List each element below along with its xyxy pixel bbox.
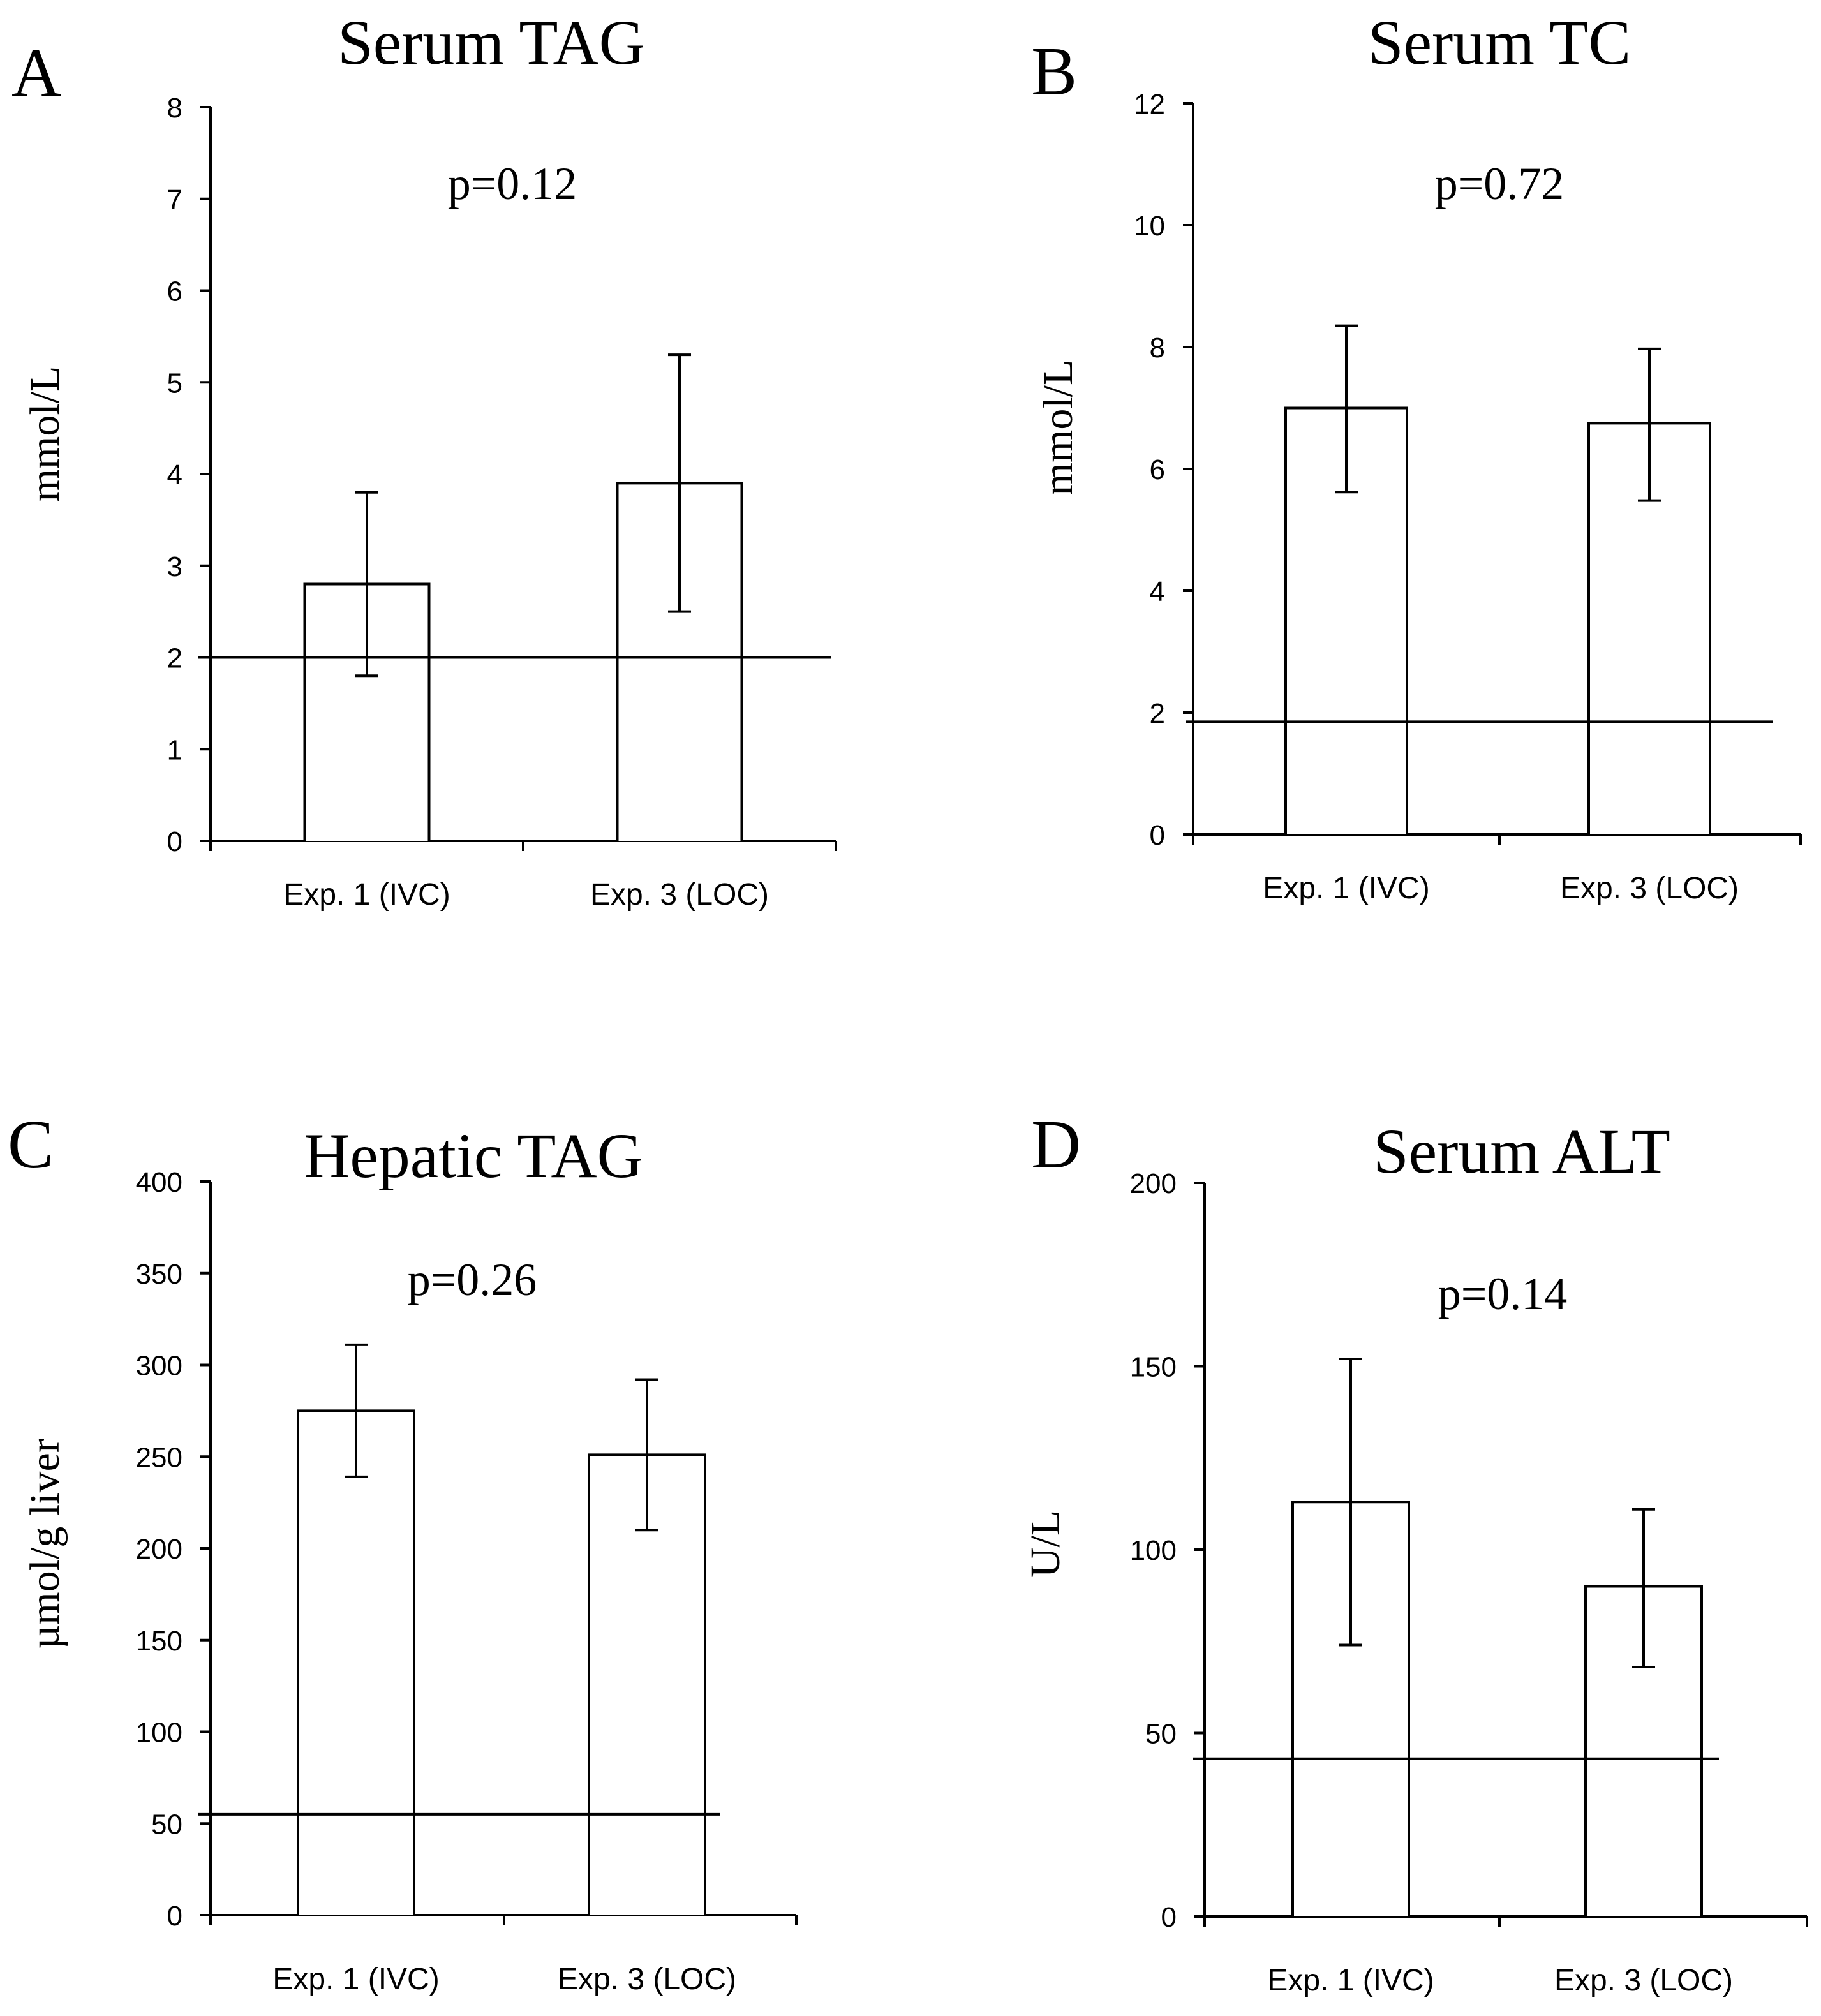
x-category-label: Exp. 3 (LOC) [590, 878, 769, 912]
y-tick-label: 300 [136, 1351, 182, 1382]
y-tick-label: 0 [167, 1901, 182, 1932]
x-category-label: Exp. 1 (IVC) [1267, 1964, 1434, 1997]
y-tick-label: 2 [1150, 698, 1165, 729]
p-value-annotation: p=0.72 [1435, 158, 1565, 209]
x-category-label: Exp. 1 (IVC) [283, 878, 450, 912]
y-tick-label: 8 [1150, 332, 1165, 364]
x-category-label: Exp. 1 (IVC) [1263, 871, 1429, 905]
y-axis-label: mmol/L [22, 366, 68, 502]
y-tick-label: 6 [1150, 454, 1165, 485]
y-tick-label: 12 [1134, 89, 1165, 120]
chart-title: Serum TAG [338, 7, 645, 78]
y-tick-label: 0 [1161, 1902, 1177, 1933]
panel-a: A Serum TAG p=0.12 mmol/L 0 1 2 3 4 5 6 7 8 Exp. 1 (I… [11, 7, 837, 912]
panel-b: B Serum TC p=0.72 mmol/L 0 2 4 6 8 10 12 Exp. 1 (IV… [1031, 7, 1802, 905]
y-tick-label: 50 [151, 1809, 182, 1840]
y-tick-label: 400 [136, 1167, 182, 1198]
y-tick-label: 6 [167, 276, 182, 308]
p-value-annotation: p=0.26 [408, 1254, 537, 1305]
panel-label: C [8, 1107, 54, 1183]
y-tick-label: 150 [1130, 1352, 1177, 1383]
y-tick-label: 4 [167, 459, 182, 491]
chart-title: Hepatic TAG [304, 1120, 643, 1191]
panel-label: D [1031, 1107, 1081, 1183]
y-axis-label: mmol/L [1035, 360, 1081, 496]
y-tick-label: 2 [167, 643, 182, 674]
y-tick-label: 100 [1130, 1535, 1177, 1566]
y-axis-label: U/L [1022, 1510, 1069, 1578]
x-category-label: Exp. 1 (IVC) [272, 1962, 439, 1996]
y-tick-label: 200 [1130, 1168, 1177, 1199]
y-tick-label: 250 [136, 1442, 182, 1473]
x-category-label: Exp. 3 (LOC) [1554, 1964, 1733, 1997]
y-tick-label: 1 [167, 734, 182, 766]
panel-c: C Hepatic TAG p=0.26 µmol/g liver 0 50 100 150 2… [8, 1107, 798, 1996]
panel-d: D Serum ALT p=0.14 U/L 0 50 100 150 200 Exp. 1 (I… [1022, 1107, 1808, 1997]
p-value-annotation: p=0.12 [448, 158, 577, 209]
y-tick-label: 10 [1134, 211, 1165, 242]
y-tick-label: 0 [1150, 820, 1165, 851]
x-category-label: Exp. 3 (LOC) [1560, 871, 1739, 905]
bar-exp1-ivc [297, 1409, 415, 1915]
y-tick-label: 50 [1145, 1719, 1177, 1750]
x-category-label: Exp. 3 (LOC) [558, 1962, 736, 1996]
y-tick-label: 200 [136, 1534, 182, 1565]
y-tick-label: 4 [1150, 576, 1165, 607]
y-tick-label: 150 [136, 1626, 182, 1657]
panel-label: A [11, 35, 61, 111]
y-tick-label: 5 [167, 367, 182, 399]
chart-title: Serum TC [1368, 7, 1631, 78]
chart-title: Serum ALT [1373, 1116, 1670, 1187]
y-tick-label: 350 [136, 1259, 182, 1290]
panel-label: B [1031, 34, 1077, 110]
y-tick-label: 7 [167, 184, 182, 216]
y-axis-label: µmol/g liver [22, 1439, 68, 1649]
p-value-annotation: p=0.14 [1438, 1268, 1568, 1319]
y-tick-label: 8 [167, 93, 182, 124]
y-tick-label: 100 [136, 1717, 182, 1749]
y-tick-label: 0 [167, 826, 182, 857]
y-tick-label: 3 [167, 551, 182, 582]
